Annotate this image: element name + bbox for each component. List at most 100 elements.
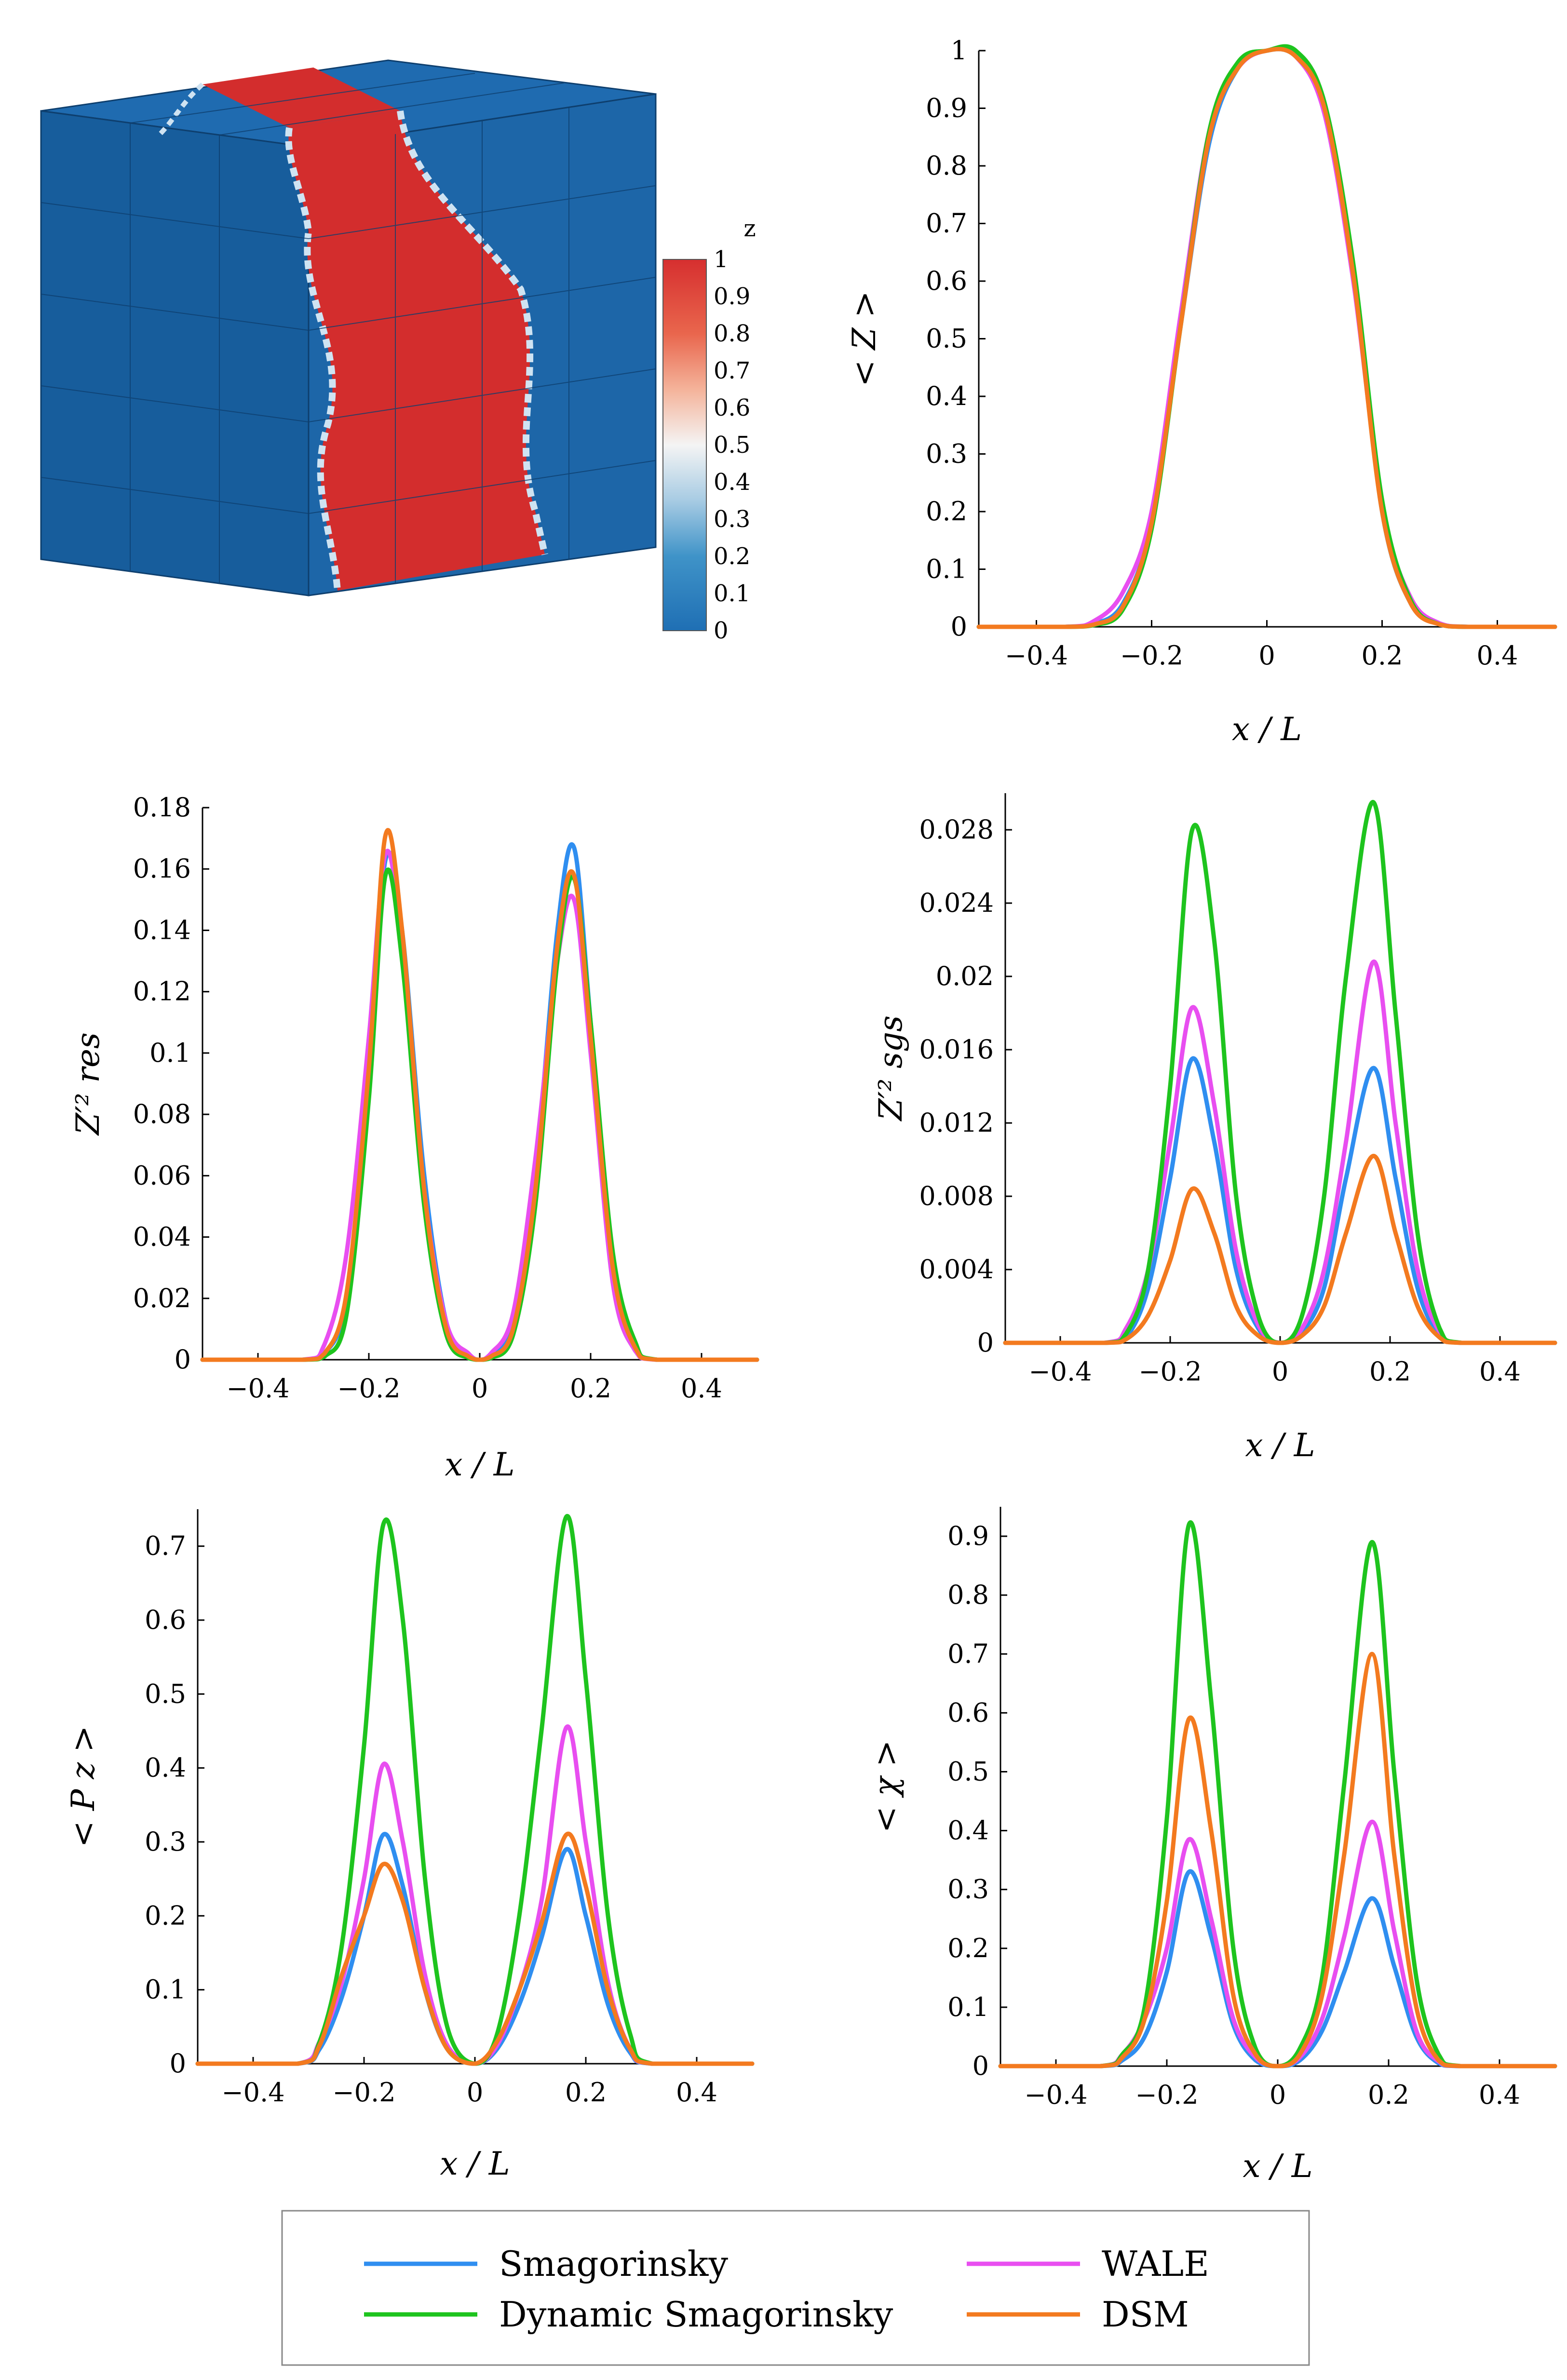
x-tick-label: 0.4 (1479, 1356, 1521, 1387)
chart-mean_pz: −0.4 −0.2 0 0.2 0.4 0 0.1 0.2 0.3 0.4 0.5 0.6 0.7 x /… (65, 1509, 755, 2182)
legend-label-smagorinsky: Smagorinsky (499, 2244, 728, 2284)
legend-frame (281, 2210, 1310, 2366)
y-tick-label: 0.024 (919, 888, 994, 918)
x-axis-label: x / L (1245, 1427, 1315, 1464)
y-tick-label: 0.028 (919, 814, 994, 845)
y-tick-label: 0.012 (919, 1108, 994, 1138)
y-tick-label: 0.18 (133, 792, 191, 823)
mixing-band-top (203, 68, 400, 128)
y-tick-label: 0.6 (947, 1697, 989, 1728)
y-tick-label: 0.4 (145, 1753, 186, 1783)
series-line-dsm (195, 1831, 755, 2066)
colorbar: z 1 0.9 0.8 0.7 0.6 0.5 0.4 0.3 0.2 0.1 0 (662, 215, 756, 644)
colorbar-tick-label: 0 (714, 617, 729, 644)
y-tick-label: 0.2 (926, 496, 967, 527)
y-tick-label: 0.5 (145, 1678, 186, 1709)
y-tick-label: 0 (170, 2048, 186, 2079)
x-tick-label: 0 (1270, 2080, 1286, 2110)
y-tick-label: 0.9 (926, 93, 967, 123)
series-line-wale (976, 46, 1557, 629)
y-axis-label: Z′² sgs (872, 1015, 909, 1122)
series-line-wale (195, 1724, 755, 2066)
y-tick-label: 0 (977, 1327, 994, 1358)
y-tick-label: 0.8 (926, 150, 967, 181)
series-line-dsm (998, 1651, 1557, 2069)
series-line-smagorinsky (998, 1869, 1557, 2069)
series-line-smagorinsky (195, 1832, 755, 2066)
y-tick-label: 0 (951, 611, 967, 642)
x-tick-label: 0.4 (681, 1373, 722, 1404)
series-line-smagorinsky (200, 842, 759, 1362)
y-tick-label: 0.02 (133, 1283, 191, 1313)
x-axis-label: x / L (440, 2145, 510, 2182)
y-tick-label: 0.1 (149, 1038, 191, 1068)
y-tick-label: 0 (175, 1344, 191, 1375)
x-tick-label: −0.4 (1005, 640, 1068, 671)
y-axis-label: < χ > (867, 1740, 905, 1833)
y-tick-label: 0 (973, 2051, 989, 2081)
x-tick-label: 0 (467, 2077, 483, 2108)
y-tick-label: 0.3 (145, 1826, 186, 1857)
series-line-dynamic-smagorinsky (998, 1520, 1557, 2069)
y-tick-label: 0.8 (947, 1580, 989, 1610)
x-tick-label: −0.2 (332, 2077, 395, 2108)
x-axis-label: x / L (1243, 2148, 1312, 2185)
series-line-dynamic-smagorinsky (200, 867, 759, 1362)
y-tick-label: 0.2 (947, 1933, 989, 1963)
y-tick-label: 0.12 (133, 976, 191, 1007)
x-tick-label: 0.4 (1479, 2080, 1520, 2110)
y-tick-label: 0.02 (936, 961, 994, 991)
y-axis-label: Z′² res (69, 1032, 107, 1136)
y-tick-label: 0.7 (926, 208, 967, 239)
y-tick-label: 0.7 (145, 1531, 186, 1561)
y-tick-label: 0.06 (133, 1160, 191, 1190)
colorbar-tick-label: 0.3 (714, 506, 750, 533)
colorbar-title: z (743, 215, 756, 242)
series-line-wale (1003, 960, 1557, 1345)
cube-left-face (40, 110, 310, 596)
cube-grid (41, 73, 656, 583)
x-tick-label: 0 (472, 1373, 488, 1404)
x-tick-label: −0.4 (1028, 1356, 1092, 1387)
series-line-smagorinsky (976, 47, 1557, 629)
x-tick-label: 0.2 (1369, 1356, 1411, 1387)
y-tick-label: 0.08 (133, 1099, 191, 1129)
x-tick-label: −0.4 (221, 2077, 284, 2108)
legend: Smagorinsky WALE Dynamic Smagorinsky DSM (281, 2210, 1310, 2366)
x-tick-label: 0.2 (1368, 2080, 1409, 2110)
chart-mean_chi: −0.4 −0.2 0 0.2 0.4 0 0.1 0.2 0.3 0.4 0.5 0.6 0.7 0.8… (867, 1507, 1557, 2185)
colorbar-tick-label: 0.8 (714, 320, 750, 347)
chart-mean_z: −0.4 −0.2 0 0.2 0.4 0 0.1 0.2 0.3 0.4 0.5 0.6 0.7 0.8… (846, 35, 1557, 748)
x-tick-label: 0.2 (570, 1373, 611, 1404)
x-tick-label: 0 (1272, 1356, 1288, 1387)
x-tick-label: 0.4 (676, 2077, 717, 2108)
colorbar-tick-label: 0.6 (714, 394, 750, 421)
colorbar-tick-label: 0.2 (714, 543, 750, 570)
series-line-dsm (976, 47, 1557, 629)
y-tick-label: 0.1 (145, 1974, 186, 2005)
y-tick-label: 0.7 (947, 1638, 989, 1669)
y-axis-label: < Z > (846, 291, 883, 386)
colorbar-tick-label: 0.9 (714, 283, 750, 310)
colorbar-tick-label: 0.5 (714, 432, 750, 459)
colorbar-tick-label: 1 (714, 246, 729, 273)
chart-z_var_res: −0.4 −0.2 0 0.2 0.4 0 0.02 0.04 0.06 0.08 0.1 0.12 0… (69, 792, 759, 1483)
x-tick-label: −0.2 (337, 1373, 400, 1404)
y-tick-label: 0.6 (926, 266, 967, 296)
series-line-dynamic-smagorinsky (976, 44, 1557, 629)
chart-z_var_sgs: −0.4 −0.2 0 0.2 0.4 0 0.004 0.008 0.012 0.016 0.02… (872, 793, 1557, 1464)
legend-label-dynamic-smagorinsky: Dynamic Smagorinsky (499, 2294, 893, 2335)
series-line-dynamic-smagorinsky (195, 1514, 755, 2066)
x-tick-label: −0.4 (1024, 2080, 1087, 2110)
y-tick-label: 0.5 (926, 324, 967, 354)
x-tick-label: 0.2 (1362, 640, 1403, 671)
mixing-interface-top (157, 82, 204, 137)
x-tick-label: 0 (1258, 640, 1275, 671)
y-tick-label: 0.016 (919, 1034, 994, 1065)
y-axis-label: < P z > (65, 1726, 102, 1848)
y-tick-label: 0.4 (947, 1815, 989, 1846)
y-tick-label: 0.04 (133, 1222, 191, 1252)
colorbar-tick-label: 0.4 (714, 469, 750, 496)
mixing-interface-right (397, 110, 548, 555)
x-tick-label: −0.2 (1138, 1356, 1202, 1387)
